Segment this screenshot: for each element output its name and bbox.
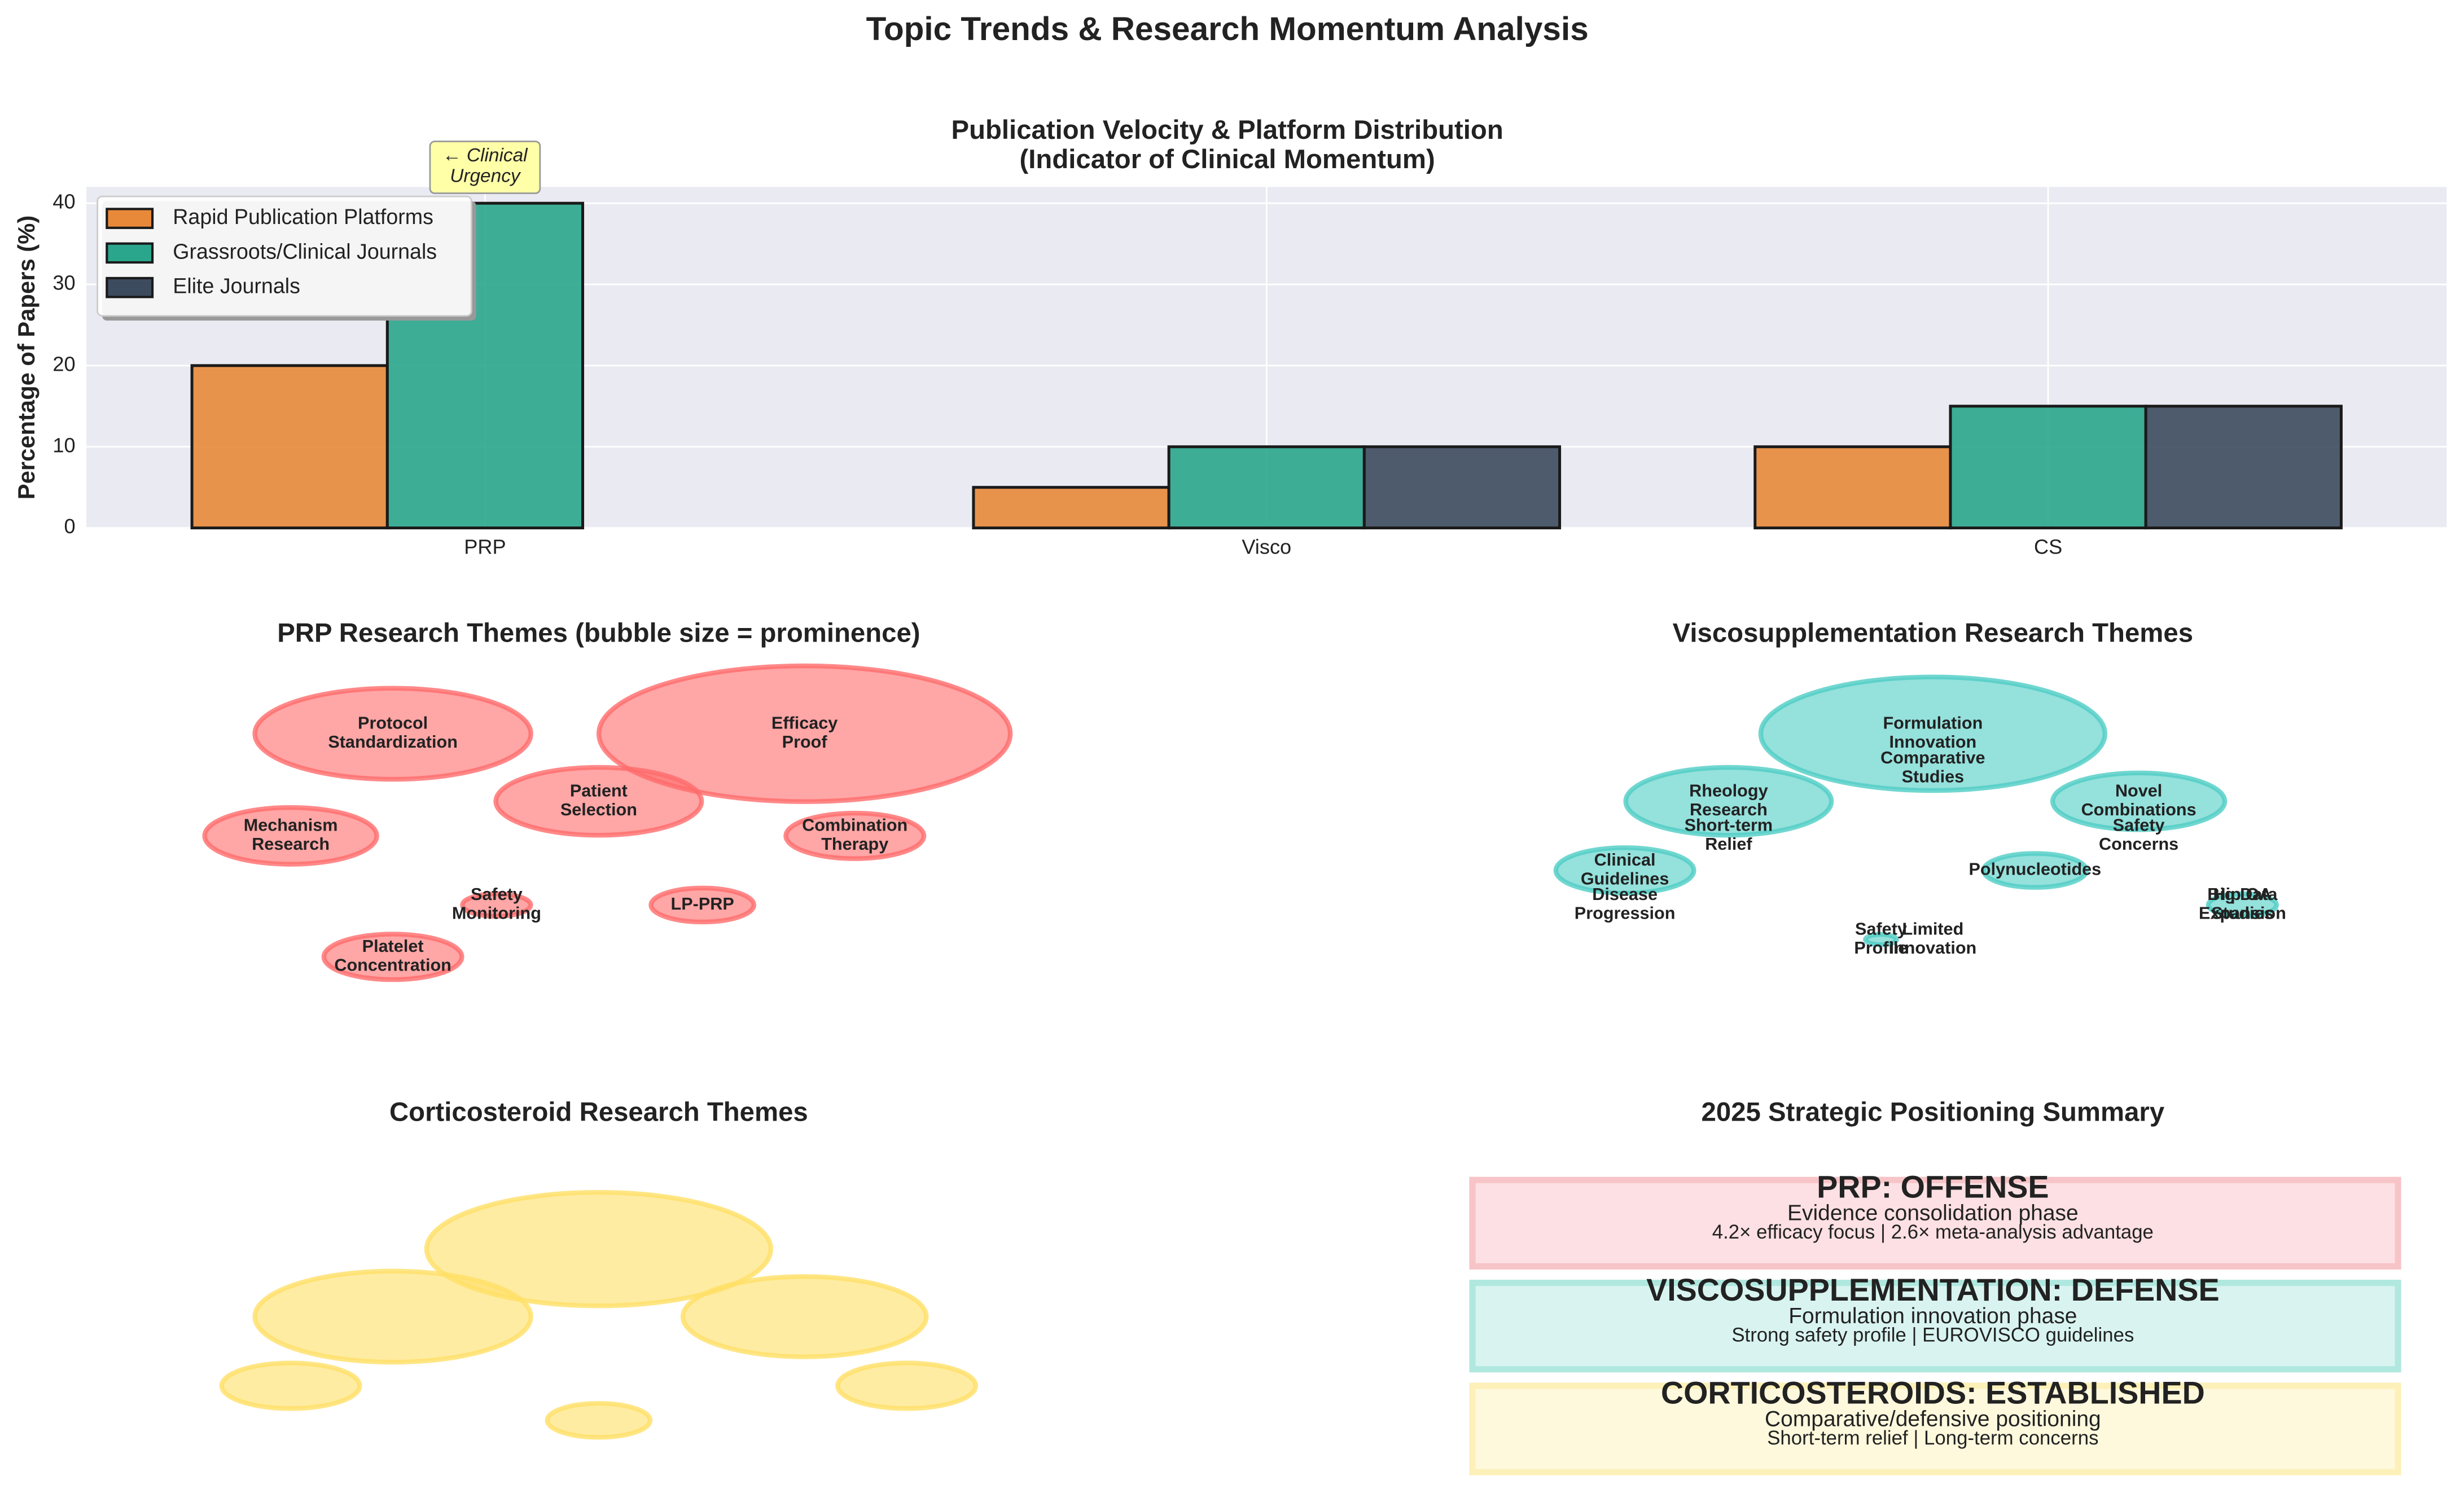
y-axis-label: Percentage of Papers (%) (13, 216, 40, 500)
bar (1949, 405, 2147, 530)
summary-box (1469, 1279, 2401, 1373)
summary-heading: CORTICOSTEROIDS: ESTABLISHED (1661, 1375, 2205, 1410)
bubble (2050, 770, 2228, 832)
bar (1167, 445, 1366, 530)
y-tick-label: 0 (64, 515, 76, 538)
bubble-label: Clinical Guidelines (1581, 850, 1669, 889)
legend-box (97, 195, 472, 317)
summary-detail: Strong safety profile | EUROVISCO guidel… (1731, 1324, 2134, 1346)
bubble (202, 805, 379, 867)
bubble (219, 1360, 362, 1411)
bubble (1863, 932, 1899, 947)
bubble (1623, 765, 1834, 838)
panel-title: Viscosupplementation Research Themes (1673, 618, 2193, 648)
chart-title: Publication Velocity & Platform Distribu… (952, 115, 1503, 174)
bar (190, 364, 389, 530)
bubble (424, 1189, 774, 1309)
bubble (2206, 891, 2279, 919)
bubble (252, 1268, 533, 1365)
bubble-label: Platelet Concentration (334, 937, 451, 975)
y-tick-label: 10 (52, 433, 75, 456)
bubble-label: Limited Innovation (1889, 919, 1976, 958)
bar (385, 201, 585, 530)
bubble-label: Efficacy Proof (771, 714, 838, 752)
bubble-label: Safety Concerns (2099, 816, 2178, 854)
legend-swatch (106, 242, 154, 264)
bubble-label: Novel Combinations (2081, 781, 2196, 819)
figure-title: Topic Trends & Research Momentum Analysi… (866, 11, 1589, 47)
bubble-label: Protocol Standardization (328, 714, 458, 752)
bubble (1758, 674, 2108, 793)
summary-title: 2025 Strategic Positioning Summary (1702, 1097, 2165, 1127)
bubble (596, 663, 1013, 804)
legend-label: Rapid Publication Platforms (173, 205, 433, 229)
bubble (493, 765, 704, 838)
bubble (648, 885, 756, 925)
legend-swatch (106, 208, 154, 229)
summary-box (1469, 1382, 2401, 1476)
legend-label: Elite Journals (173, 274, 300, 298)
bubble (1553, 845, 1696, 896)
bar (1753, 445, 1952, 530)
bubble-label: Safety Profile (1854, 919, 1908, 958)
bubble-label: LP-PRP (671, 894, 734, 914)
annotation: ← Clinical Urgency (442, 145, 528, 187)
y-tick-label: 20 (52, 352, 75, 375)
summary-heading: VISCOSUPPLEMENTATION: DEFENSE (1646, 1272, 2220, 1307)
bubble-label: Disease Progression (1575, 885, 1676, 923)
bubble-label: Rheology Research (1689, 781, 1768, 819)
summary-detail: Short-term relief | Long-term concerns (1767, 1427, 2098, 1449)
legend-swatch (106, 276, 154, 298)
y-tick-label: 30 (52, 271, 75, 295)
bar (972, 486, 1170, 530)
summary-detail: 4.2× efficacy focus | 2.6× meta-analysis… (1712, 1221, 2154, 1243)
bubble (835, 1360, 979, 1411)
bubble (545, 1400, 653, 1440)
bubble-label: Polynucleotides (1968, 860, 2101, 879)
bubble (321, 932, 464, 982)
bubble-label: Safety Monitoring (452, 885, 541, 923)
x-tick-label: PRP (464, 535, 506, 558)
bubble-label: Big Data Studies (2207, 885, 2278, 923)
bubble (680, 1274, 929, 1359)
bubble (783, 810, 927, 861)
y-tick-label: 40 (52, 190, 75, 213)
bubble-label: Short-term Relief (1685, 816, 1773, 854)
x-tick-label: CS (2034, 535, 2062, 558)
legend-label: Grassroots/Clinical Journals (173, 239, 437, 263)
bubble (1981, 851, 2089, 890)
annotation-box (429, 140, 541, 194)
bar (2144, 405, 2343, 530)
bar (1362, 445, 1562, 530)
summary-heading: PRP: OFFENSE (1817, 1170, 2049, 1205)
bubble-label: Mechanism Research (244, 816, 338, 854)
summary-box (1469, 1176, 2401, 1270)
panel-title: PRP Research Themes (bubble size = promi… (277, 618, 920, 648)
bubble-label: Formulation Innovation (1883, 714, 1983, 752)
x-tick-label: Visco (1242, 535, 1291, 558)
bubble-label: Patient Selection (560, 781, 637, 819)
summary-line: Formulation innovation phase (1788, 1304, 2077, 1328)
bubble (460, 891, 533, 919)
bubble-label: Hip OA Expansion (2199, 885, 2286, 923)
bubble (252, 686, 533, 782)
summary-line: Comparative/defensive positioning (1765, 1407, 2101, 1431)
panel-title: Corticosteroid Research Themes (389, 1097, 808, 1127)
summary-line: Evidence consolidation phase (1787, 1201, 2079, 1226)
bubble-label: Comparative Studies (1880, 748, 1985, 787)
bubble-label: Combination Therapy (802, 816, 907, 854)
